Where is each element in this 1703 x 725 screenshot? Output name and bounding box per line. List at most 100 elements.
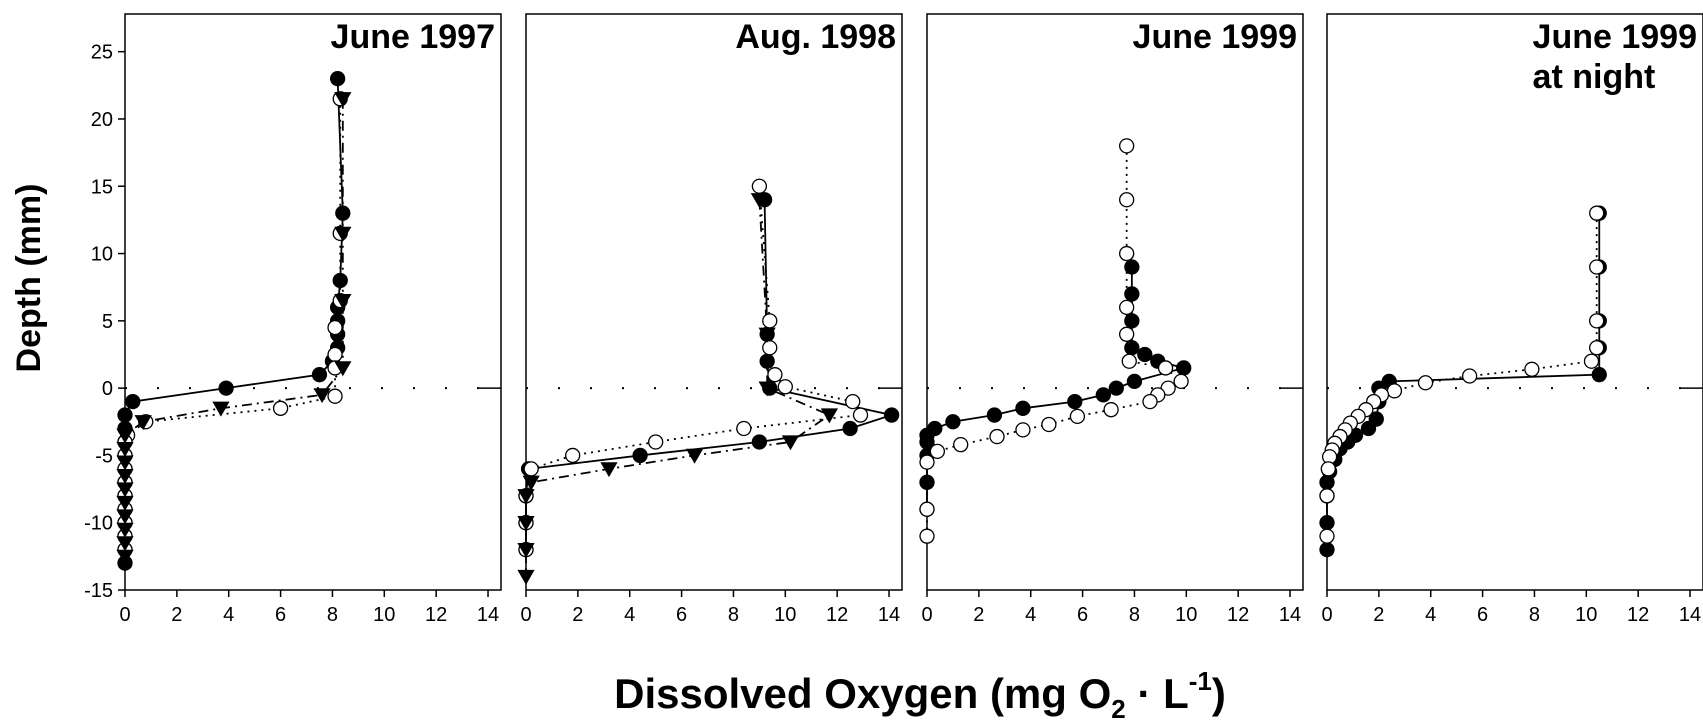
x-tick-label: 8 xyxy=(1529,604,1540,626)
data-point xyxy=(1124,340,1140,356)
data-point xyxy=(919,528,935,544)
x-tick-label: 4 xyxy=(1025,604,1036,626)
y-tick-label: -10 xyxy=(84,513,113,535)
data-point xyxy=(517,516,535,532)
data-point xyxy=(1103,402,1119,418)
data-point xyxy=(116,495,134,511)
data-point xyxy=(919,454,935,470)
data-point xyxy=(1319,515,1335,531)
data-point xyxy=(986,407,1003,423)
data-point xyxy=(334,361,352,377)
x-tick-label: 4 xyxy=(223,604,234,626)
data-point xyxy=(1124,286,1140,302)
data-point xyxy=(116,468,134,484)
x-tick-label: 12 xyxy=(1227,604,1249,626)
series-line xyxy=(926,145,1183,537)
data-point xyxy=(218,380,234,396)
x-axis-label-sub: 2 xyxy=(1111,694,1125,724)
data-point xyxy=(134,415,152,431)
x-tick-label: 10 xyxy=(1175,604,1197,626)
data-point xyxy=(1589,313,1605,329)
data-point xyxy=(1591,367,1607,383)
data-point xyxy=(1121,353,1137,369)
data-point xyxy=(334,226,352,242)
x-tick-label: 0 xyxy=(1321,604,1332,626)
x-tick-label: 4 xyxy=(1425,604,1436,626)
data-point xyxy=(989,428,1005,445)
data-point xyxy=(116,428,134,444)
x-tick-label: 12 xyxy=(1627,604,1649,626)
x-tick-label: 2 xyxy=(973,604,984,626)
data-point xyxy=(1320,461,1336,477)
data-point xyxy=(781,435,800,451)
data-point xyxy=(758,381,776,397)
x-axis-label-sup: -1 xyxy=(1189,666,1212,696)
data-point xyxy=(523,461,539,477)
x-tick-label: 14 xyxy=(1279,604,1301,626)
y-tick-label: -15 xyxy=(84,580,113,602)
x-tick-label: 10 xyxy=(774,604,796,626)
data-point xyxy=(842,420,858,437)
data-point xyxy=(852,407,869,423)
data-point xyxy=(919,474,935,490)
data-point xyxy=(116,522,134,538)
data-point xyxy=(1319,474,1335,490)
x-tick-label: 6 xyxy=(275,604,286,626)
data-point xyxy=(777,379,793,395)
series-line xyxy=(1326,213,1598,537)
data-point xyxy=(1137,346,1153,363)
data-point xyxy=(565,447,581,464)
data-point xyxy=(1069,408,1086,425)
data-point xyxy=(116,549,134,565)
data-point xyxy=(767,367,783,383)
x-tick-label: 4 xyxy=(624,604,635,626)
chart-title: Aug. 1998 xyxy=(735,18,896,56)
chart-title: June 1997 xyxy=(331,18,495,56)
plot-frame xyxy=(926,13,1304,591)
data-point xyxy=(116,442,134,457)
data-point xyxy=(212,401,230,417)
data-point xyxy=(117,407,133,423)
series-line xyxy=(525,186,862,550)
data-point xyxy=(820,408,839,424)
x-tick-label: 12 xyxy=(826,604,848,626)
data-point xyxy=(919,501,935,517)
x-axis-label-part: ) xyxy=(1212,670,1226,717)
data-point xyxy=(945,414,961,430)
y-axis-label: Depth (mm) xyxy=(10,184,48,373)
data-point xyxy=(517,489,535,505)
series-line xyxy=(525,199,896,550)
x-tick-label: 2 xyxy=(171,604,182,626)
data-point xyxy=(1041,416,1057,433)
data-point xyxy=(313,388,331,404)
y-tick-label: 10 xyxy=(91,244,113,266)
data-point xyxy=(1015,422,1031,438)
data-point xyxy=(517,542,535,558)
data-point xyxy=(929,443,946,460)
data-point xyxy=(116,482,134,498)
data-point xyxy=(758,327,776,343)
x-tick-label: 14 xyxy=(477,604,499,626)
data-point xyxy=(116,455,134,471)
x-axis-label-part: Dissolved Oxygen (mg O xyxy=(614,670,1111,717)
y-tick-label: -5 xyxy=(95,445,113,467)
x-tick-label: 2 xyxy=(572,604,583,626)
data-point xyxy=(1583,353,1600,369)
data-point xyxy=(883,407,900,423)
y-tick-label: 0 xyxy=(102,378,113,400)
data-point xyxy=(1319,541,1335,558)
x-tick-label: 8 xyxy=(327,604,338,626)
x-tick-label: 10 xyxy=(1575,604,1597,626)
chart-title: at night xyxy=(1533,58,1656,96)
data-point xyxy=(1126,373,1143,390)
series-line xyxy=(124,98,342,550)
x-tick-label: 8 xyxy=(1129,604,1140,626)
data-point xyxy=(736,420,752,437)
data-point xyxy=(751,434,768,450)
x-tick-label: 12 xyxy=(425,604,447,626)
series-line xyxy=(124,98,344,557)
x-tick-label: 2 xyxy=(1373,604,1384,626)
y-tick-label: 5 xyxy=(102,311,113,333)
data-point xyxy=(1124,313,1140,329)
data-point xyxy=(632,447,648,464)
